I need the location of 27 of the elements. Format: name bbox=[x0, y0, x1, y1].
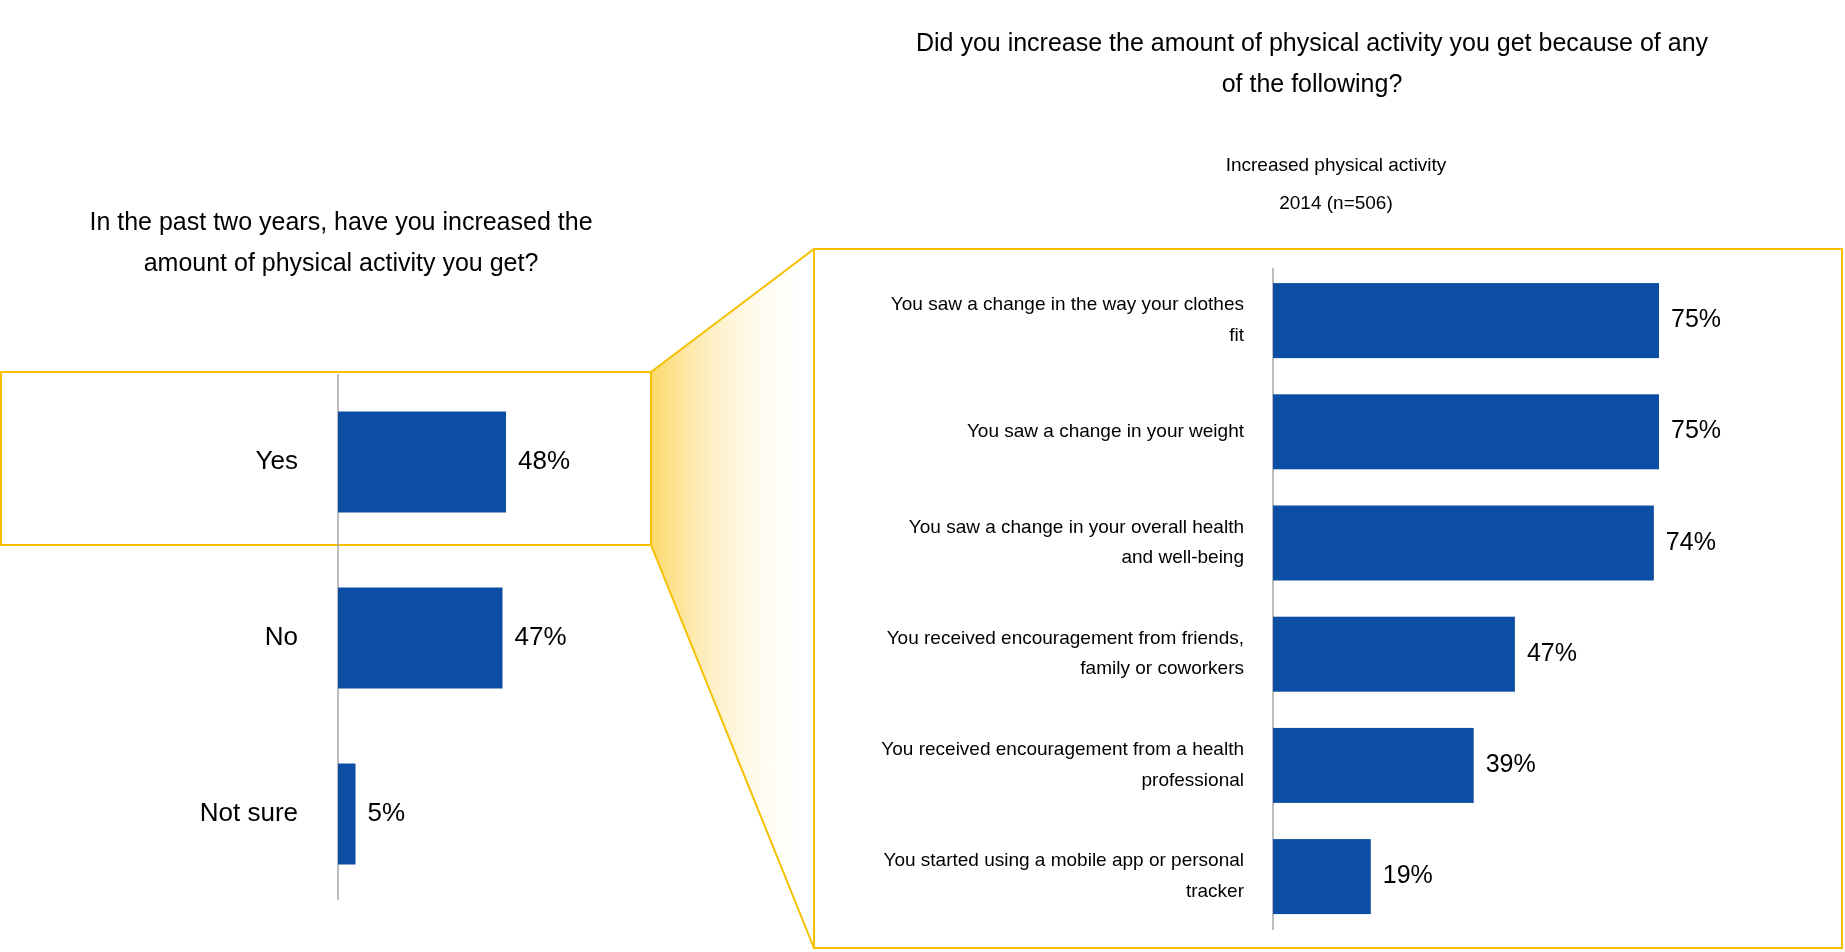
data-label: 39% bbox=[1485, 749, 1536, 778]
chart-title: Did you increase the amount of physical activity you get because of any of the following? bbox=[915, 28, 1709, 98]
chart-subtitle: Increased physical activity 2014 (n=506) bbox=[1225, 154, 1447, 213]
bar bbox=[1273, 839, 1371, 915]
chart-title: In the past two years, have you increased the amount of physical activity you get? bbox=[89, 207, 593, 277]
y-tick-label: You saw a change in your overall health and well-being bbox=[908, 515, 1244, 568]
y-tick-label: Yes bbox=[255, 444, 298, 475]
y-tick-label: You received encouragement from a health professional bbox=[881, 738, 1244, 790]
y-tick-label: You received encouragement from friends, family or coworkers bbox=[886, 627, 1244, 679]
data-label: 74% bbox=[1665, 526, 1716, 555]
data-label: 75% bbox=[1671, 304, 1722, 333]
bar bbox=[1273, 616, 1515, 692]
bar bbox=[1273, 505, 1654, 581]
y-tick-label: Not sure bbox=[199, 796, 298, 827]
data-label: 75% bbox=[1671, 415, 1722, 444]
data-label: 19% bbox=[1382, 860, 1433, 889]
y-tick-label: No bbox=[264, 620, 298, 651]
bar bbox=[1273, 727, 1474, 803]
y-tick-label: You started using a mobile app or personal tracker bbox=[883, 849, 1245, 901]
data-label: 5% bbox=[367, 796, 406, 827]
bar bbox=[1273, 394, 1659, 470]
data-label: 47% bbox=[514, 620, 567, 651]
y-tick-label: You saw a change in the way your clothes fit bbox=[890, 293, 1245, 345]
bar bbox=[1273, 283, 1659, 359]
data-label: 48% bbox=[518, 444, 571, 475]
data-label: 47% bbox=[1526, 637, 1577, 666]
y-tick-label: You saw a change in your weight bbox=[966, 419, 1245, 441]
